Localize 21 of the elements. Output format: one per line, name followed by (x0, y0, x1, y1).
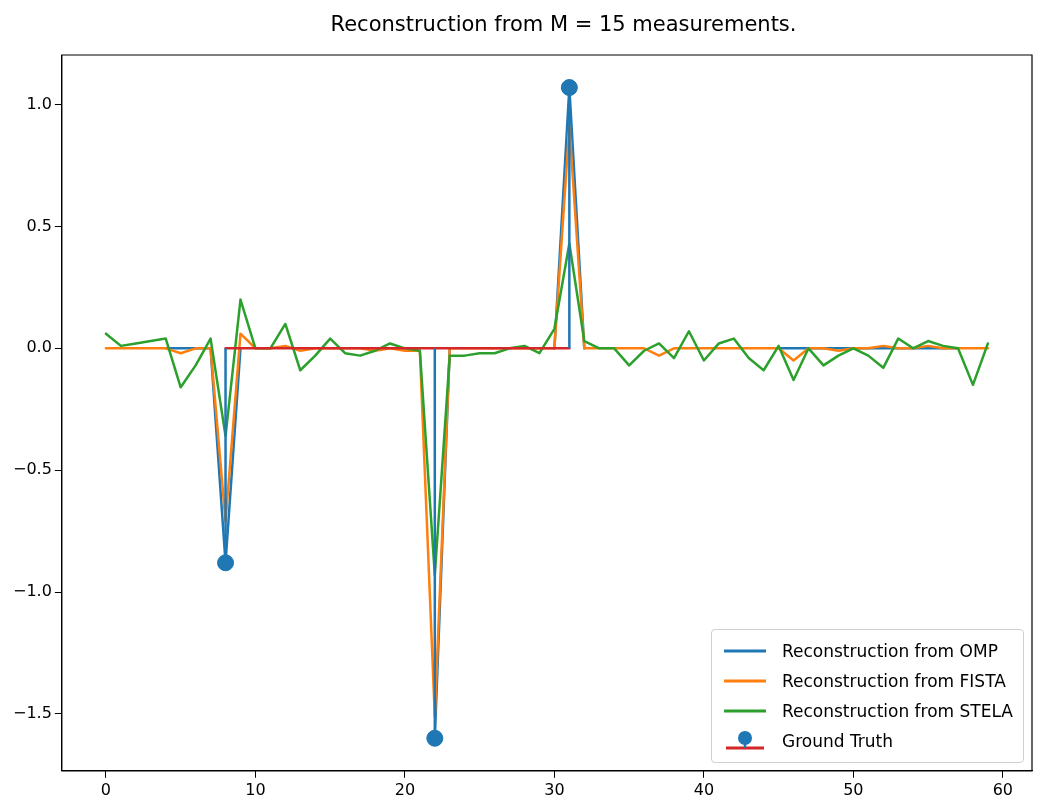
legend-label: Ground Truth (781, 730, 894, 751)
y-tick-label: −1.0 (12, 581, 52, 601)
legend-label: Reconstruction from FISTA (781, 670, 1006, 691)
legend-label: Reconstruction from STELA (781, 700, 1013, 721)
y-tick-label: −0.5 (12, 459, 52, 479)
y-tick-label: 0.0 (26, 337, 52, 357)
x-tick-label: 40 (693, 779, 715, 799)
x-tick-label: 60 (992, 779, 1014, 799)
x-tick-label: 30 (544, 779, 565, 799)
point (426, 729, 444, 747)
point (560, 79, 578, 97)
y-tick-label: 0.5 (26, 215, 52, 235)
point (217, 554, 235, 572)
chart-title: Reconstruction from M = 15 measurements. (329, 12, 798, 36)
x-tick-label: 50 (843, 779, 864, 799)
x-tick-label: 20 (394, 779, 416, 799)
x-tick-label: 0 (100, 779, 112, 799)
y-tick-label: 1.0 (26, 93, 52, 113)
x-tick-label: 10 (245, 779, 266, 799)
legend-label: Reconstruction from OMP (781, 640, 998, 661)
y-tick-label: −1.5 (12, 703, 52, 723)
